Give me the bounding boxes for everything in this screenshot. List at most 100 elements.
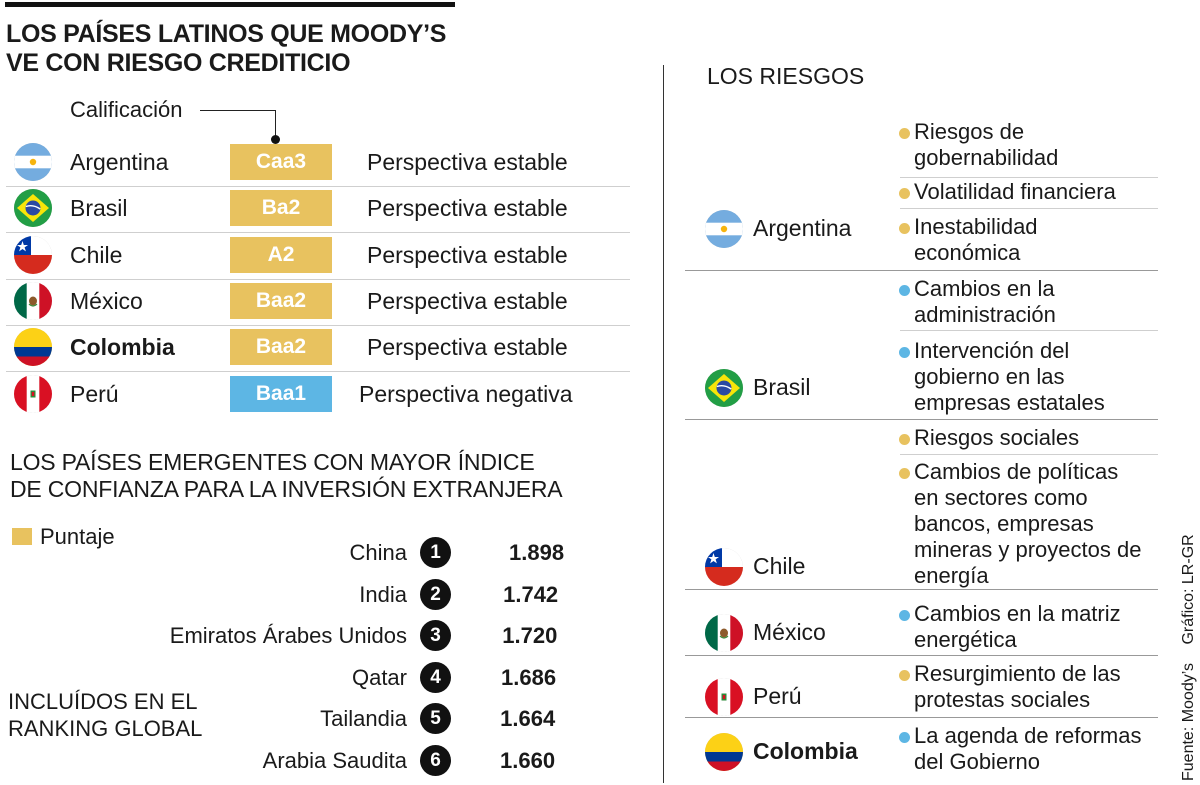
risk-item: La agenda de reformas del Gobierno [899,723,1142,775]
risk-item-line: Inestabilidad [914,214,1038,239]
risk-item: Riesgos de gobernabilidad [899,119,1059,171]
risk-bullet-icon [899,285,910,296]
rank-badge: 3 [420,620,451,651]
rating-badge: Baa2 [230,329,332,366]
argentina-flag-icon [705,210,743,248]
rank-badge: 2 [420,578,451,610]
risk-item-line: Cambios en la [914,276,1055,301]
bar-value-label: 1.742 [503,581,559,607]
rating-country: Brasil [70,195,128,222]
risk-country: México [753,619,826,645]
mexico-flag-icon [705,614,743,652]
rating-outlook: Perspectiva estable [367,241,568,268]
mexico-flag-icon [14,281,52,320]
rating-country: Colombia [70,334,175,361]
bar-category-label: India [359,581,407,607]
row-separator [6,186,630,187]
risk-item: Cambios de políticas en sectores como banc… [899,459,1142,589]
bar-row-qatar: Qatar 4 1.686 [0,658,600,698]
rating-outlook: Perspectiva estable [367,287,568,314]
risk-item: Intervención del gobierno en las empresas … [899,338,1105,416]
rating-country: Perú [70,380,119,407]
bar-value-label: 1.720 [502,623,558,648]
bar-row-china: China 1 1.898 [0,533,600,573]
rank-badge: 5 [420,703,451,734]
bar-row-india: India 2 1.742 [0,575,600,615]
risk-block-argentina: Argentina Riesgos de gobernabilidad Volatil… [685,112,1158,271]
bar-row-tailandia: Tailandia 5 1.664 [0,699,600,739]
risk-item-line: energética [914,627,1017,652]
risk-item-line: Volatilidad financiera [914,179,1116,204]
rating-outlook: Perspectiva estable [367,149,568,175]
bar-category-label: Qatar [351,664,407,690]
risk-block-chile: Chile Riesgos sociales Cambios de política… [685,420,1158,590]
risk-block-colombia: Colombia La agenda de reformas del Gobiern… [685,718,1158,783]
top-rule [5,2,455,7]
block-separator [685,270,1158,271]
risk-item-line: Cambios en la matriz [914,601,1121,626]
rating-row-brasil: Brasil Ba2 Perspectiva estable [6,187,630,234]
risk-bullet-icon [899,128,910,139]
item-separator [900,454,1158,455]
chile-flag-icon [705,548,743,586]
peru-flag-icon [14,374,52,413]
rating-badge: Baa2 [230,282,332,319]
risk-item-line: del Gobierno [914,749,1040,774]
block-separator [685,655,1158,656]
page-title: LOS PAÍSES LATINOS QUE MOODY’S VE CON RI… [6,20,447,77]
item-separator [900,208,1158,209]
rating-badge: Baa1 [230,375,332,412]
risk-country: Brasil [753,374,811,400]
source-credit: Fuente: Moody’s [1180,663,1197,781]
risk-bullet-icon [899,223,910,234]
calificacion-pointer-line [200,110,276,111]
chile-flag-icon [14,235,52,274]
risk-item: Cambios en la administración [899,276,1056,328]
risk-item-line: Resurgimiento de las [914,661,1121,686]
risk-item-line: energía [914,563,989,588]
brasil-flag-icon [705,369,743,407]
risk-bullet-icon [899,434,910,445]
legend-label: Puntaje [40,524,115,549]
block-separator [685,717,1158,718]
row-separator [6,324,630,326]
risks-title: LOS RIESGOS [707,63,865,89]
risk-item-line: gobierno en las [914,364,1065,389]
rating-outlook: Perspectiva negativa [359,380,573,407]
risk-item-line: económica [914,240,1021,265]
risk-item: Cambios en la matriz energética [899,601,1121,653]
rating-country: Chile [70,241,123,268]
argentina-flag-icon [14,143,52,181]
risk-block-peru: Perú Resurgimiento de las protestas social… [685,656,1158,718]
risk-item: Volatilidad financiera [899,179,1116,205]
risk-item: Riesgos sociales [899,425,1080,451]
rating-row-colombia: Colombia Baa2 Perspectiva estable [6,326,630,373]
risk-item-line: mineras y proyectos de [914,537,1142,562]
risk-item-line: gobernabilidad [914,145,1059,170]
calificacion-pointer-dot [271,135,280,144]
bar-category-label: Tailandia [320,706,407,731]
rating-badge: A2 [230,236,332,273]
item-separator [900,330,1158,331]
bar-value-label: 1.660 [500,747,556,773]
rating-country: México [70,287,143,314]
risk-item-line: Intervención del [914,338,1070,363]
rating-outlook: Perspectiva estable [367,334,568,361]
risk-bullet-icon [899,188,910,199]
bar-row-arabia-saudita: Arabia Saudita 6 1.660 [0,741,600,781]
calificacion-label: Calificación [70,97,183,122]
rank-badge: 6 [420,744,451,776]
bar-row-emiratos-arabes-unidos: Emiratos Árabes Unidos 3 1.720 [0,616,600,656]
risk-block-brasil: Brasil Cambios en la administración Interve… [685,271,1158,420]
rating-row-argentina: Argentina Caa3 Perspectiva estable [6,141,630,187]
bar-category-label: Emiratos Árabes Unidos [169,623,407,648]
risk-bullet-icon [899,732,910,743]
brasil-flag-icon [14,189,52,228]
credits: Fuente: Moody’s Gráfico: LR-GR [1180,531,1198,781]
rating-badge: Ba2 [230,190,332,227]
rating-outlook: Perspectiva estable [367,195,568,222]
emerging-title: LOS PAÍSES EMERGENTES CON MAYOR ÍNDICE D… [10,449,563,502]
risk-item: Resurgimiento de las protestas sociales [899,661,1121,713]
risk-item-line: empresas estatales [914,390,1105,415]
risk-item-line: Riesgos sociales [914,425,1080,450]
